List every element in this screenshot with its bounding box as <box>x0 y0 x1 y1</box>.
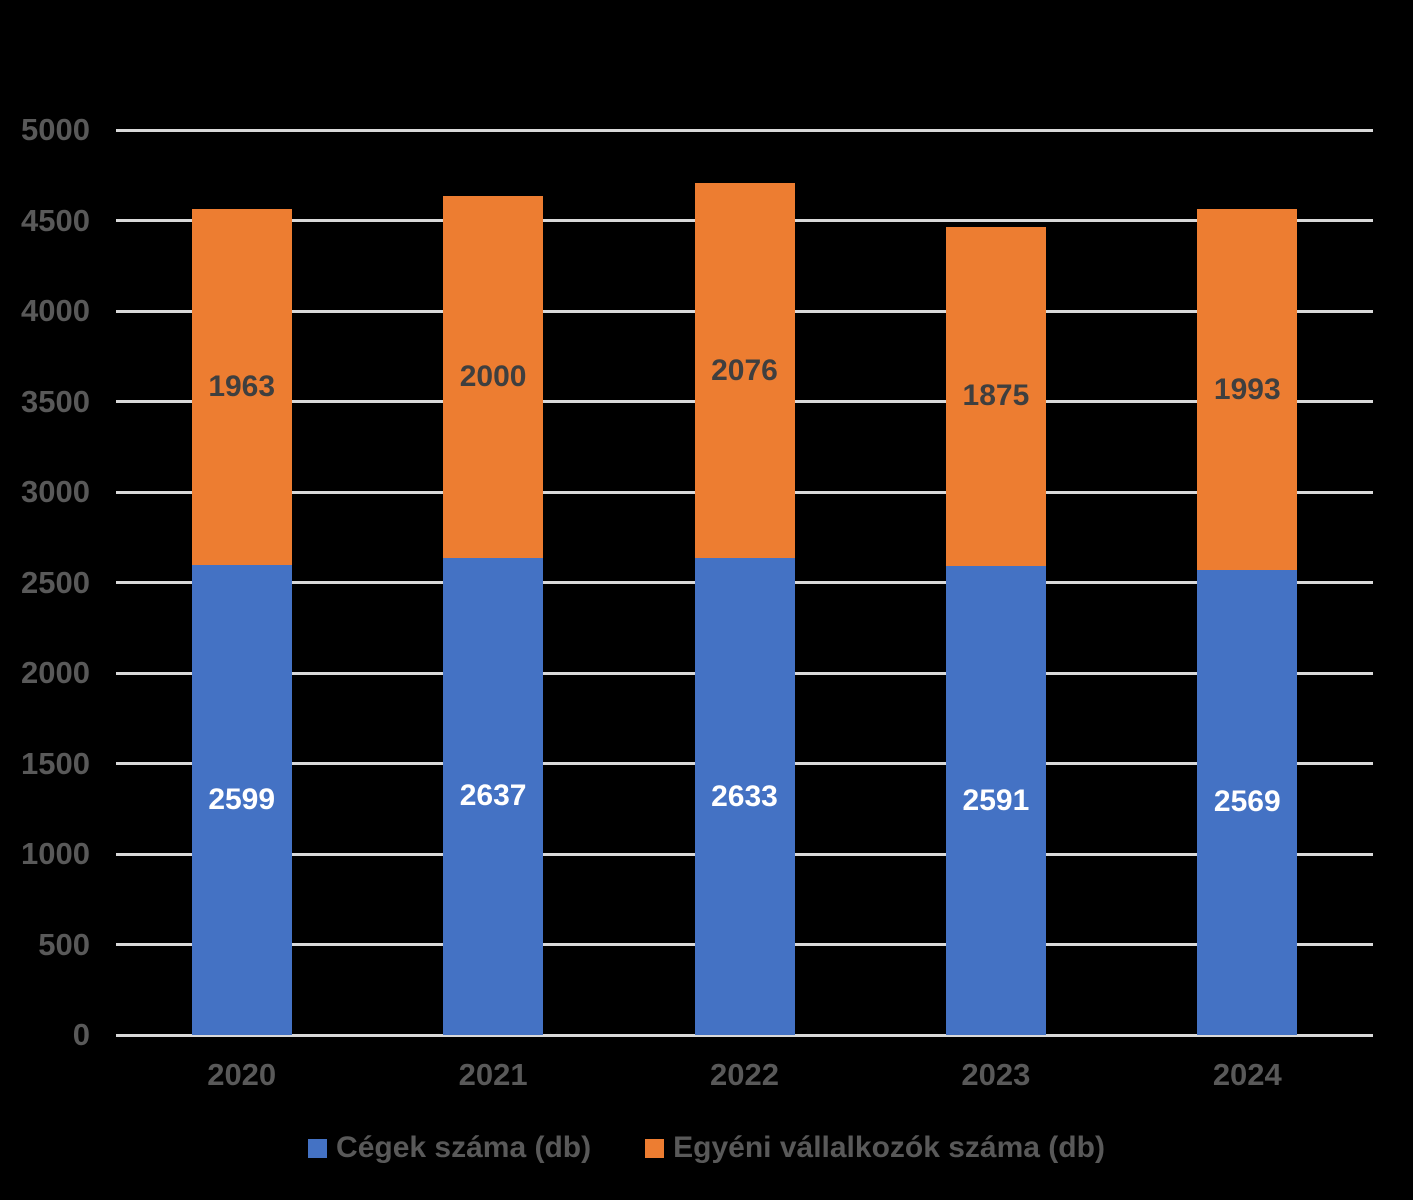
x-axis-tick-label-2022: 2022 <box>710 1057 779 1092</box>
y-axis-tick-label-3000: 3000 <box>21 474 90 509</box>
y-axis-tick-label-1000: 1000 <box>21 836 90 871</box>
data-label: 2000 <box>459 359 527 393</box>
y-axis-tick-label-2000: 2000 <box>21 655 90 690</box>
data-label: 1875 <box>962 379 1030 413</box>
data-label: 2569 <box>1213 785 1281 819</box>
data-label: 1963 <box>208 369 276 403</box>
data-label: 2599 <box>208 782 276 816</box>
y-axis-tick-label-2500: 2500 <box>21 564 90 600</box>
legend-swatch-icon <box>645 1138 665 1158</box>
bar-segment-2023-series-0: 2591 <box>945 566 1046 1035</box>
data-label: 1993 <box>1213 372 1281 406</box>
x-axis-tick-label-2023: 2023 <box>961 1057 1031 1092</box>
bar-segment-2021-series-1: 2000 <box>443 195 544 558</box>
chart-legend: Cégek száma (db) Egyéni vállalkozók száma… <box>0 1128 1413 1168</box>
data-label: 2637 <box>459 779 527 813</box>
legend-item-0: Cégek száma (db) <box>308 1131 591 1165</box>
data-label: 2633 <box>711 779 778 813</box>
legend-item-1: Egyéni vállalkozók száma (db) <box>645 1131 1105 1165</box>
y-axis-tick-label-3500: 3500 <box>21 383 90 419</box>
bar-segment-2024-series-1: 1993 <box>1197 209 1298 570</box>
bar-segment-2021-series-0: 2637 <box>443 557 544 1035</box>
x-axis-tick-label-2020: 2020 <box>207 1057 277 1092</box>
legend-label: Egyéni vállalkozók száma (db) <box>673 1131 1105 1164</box>
bar-segment-2020-series-0: 2599 <box>191 564 292 1035</box>
data-label: 2076 <box>711 353 778 387</box>
y-axis-tick-label-1500: 1500 <box>21 745 90 781</box>
bar-segment-2020-series-1: 1963 <box>191 209 292 565</box>
x-axis-tick-label-2021: 2021 <box>458 1057 528 1092</box>
legend-label: Cégek száma (db) <box>336 1131 592 1164</box>
y-axis-tick-label-0: 0 <box>72 1017 90 1052</box>
y-axis-tick-label-4000: 4000 <box>21 293 90 328</box>
bar-segment-2024-series-0: 2569 <box>1197 570 1298 1035</box>
y-axis-tick-label-5000: 5000 <box>21 112 90 147</box>
bar-segment-2022-series-1: 2076 <box>694 182 795 559</box>
y-axis-tick-label-500: 500 <box>38 926 90 962</box>
legend-swatch-icon <box>308 1138 328 1158</box>
bar-segment-2023-series-1: 1875 <box>945 226 1046 567</box>
gridline-y-5000 <box>116 128 1373 132</box>
data-label: 2591 <box>962 783 1030 817</box>
gridline-y-0 <box>116 1033 1373 1037</box>
bar-segment-2022-series-0: 2633 <box>694 558 795 1035</box>
y-axis-tick-label-4500: 4500 <box>21 202 90 238</box>
x-axis-tick-label-2024: 2024 <box>1212 1057 1282 1092</box>
